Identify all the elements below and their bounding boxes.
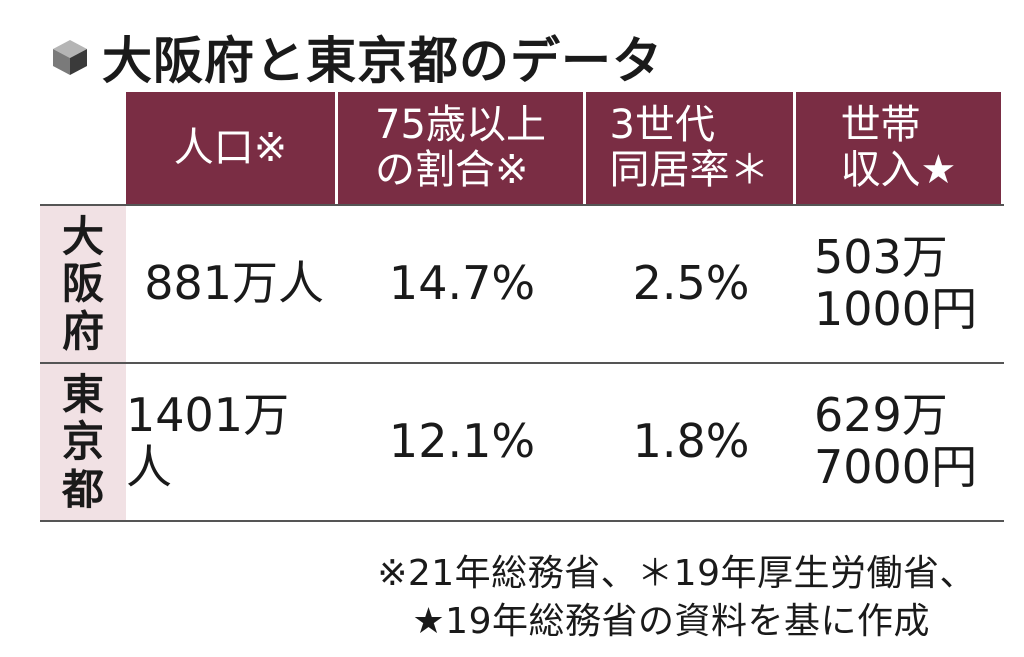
title-text: 大阪府と東京都のデータ xyxy=(102,32,663,90)
chart-title: 大阪府と東京都のデータ xyxy=(50,22,663,92)
row-header-char: 東 xyxy=(61,370,104,420)
cell-osaka-population: 881万人 xyxy=(126,204,338,362)
cell-tokyo-elderly-ratio: 12.1% xyxy=(338,362,586,520)
table-corner xyxy=(40,92,126,204)
row-header-char: 府 xyxy=(61,306,104,356)
source-note-1: ※21年総務省、＊19年厚生労働省、 xyxy=(377,553,976,594)
row-header-osaka: 大 阪 府 xyxy=(40,204,126,362)
cell-osaka-elderly-ratio: 14.7% xyxy=(338,204,586,362)
cube-icon xyxy=(53,40,87,75)
source-note-2: ★19年総務省の資料を基に作成 xyxy=(412,601,930,642)
column-header-three-generation: 3世代 同居率＊ xyxy=(586,92,796,204)
cell-osaka-three-generation: 2.5% xyxy=(586,204,796,362)
row-header-tokyo: 東 京 都 xyxy=(40,362,126,520)
column-header-elderly-ratio: 75歳以上 の割合※ xyxy=(338,92,586,204)
column-header-population: 人口※ xyxy=(126,92,338,204)
row-header-char: 都 xyxy=(61,464,104,514)
cell-tokyo-household-income: 629万 7000円 xyxy=(796,362,1004,520)
row-header-char: 大 xyxy=(61,212,104,262)
cell-tokyo-population: 1401万人 xyxy=(126,362,338,520)
row-header-char: 京 xyxy=(61,417,104,467)
row-header-char: 阪 xyxy=(61,259,104,309)
data-table: 人口※ 75歳以上 の割合※ 3世代 同居率＊ 世帯 収入★ 大 阪 府 881… xyxy=(40,92,1004,522)
cell-osaka-household-income: 503万 1000円 xyxy=(796,204,1004,362)
column-header-household-income: 世帯 収入★ xyxy=(796,92,1004,204)
cell-tokyo-three-generation: 1.8% xyxy=(586,362,796,520)
